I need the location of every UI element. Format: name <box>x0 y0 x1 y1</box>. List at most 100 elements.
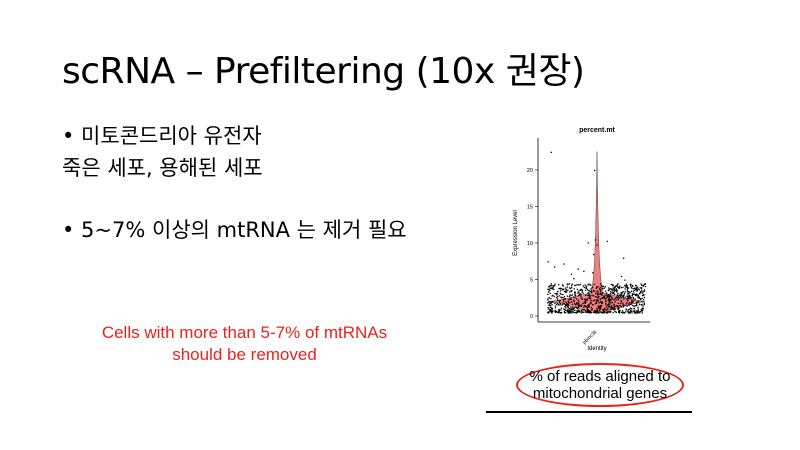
data-point <box>573 307 575 310</box>
data-point <box>615 311 617 313</box>
data-point <box>617 309 620 311</box>
data-point <box>634 310 636 312</box>
data-point <box>633 312 636 314</box>
data-point <box>615 305 617 307</box>
data-point <box>562 285 564 287</box>
data-point <box>609 295 611 298</box>
data-point <box>565 289 567 291</box>
data-point <box>611 297 613 299</box>
data-point <box>552 301 554 303</box>
data-point <box>636 293 638 295</box>
data-point <box>613 303 615 305</box>
data-point <box>608 296 610 298</box>
data-point <box>629 311 631 313</box>
data-point <box>553 295 555 298</box>
data-point <box>566 309 568 312</box>
data-point <box>600 305 602 307</box>
data-point <box>642 305 644 307</box>
data-point <box>600 293 602 296</box>
data-point <box>560 293 562 295</box>
data-point <box>600 301 602 303</box>
data-point <box>614 285 617 287</box>
data-point <box>595 299 598 302</box>
data-point <box>603 312 605 314</box>
data-point <box>617 292 619 295</box>
data-point <box>631 310 633 312</box>
data-point <box>573 278 575 280</box>
data-point <box>627 310 629 312</box>
data-point <box>628 291 630 293</box>
data-point <box>563 296 565 298</box>
data-point <box>566 286 568 288</box>
data-point <box>608 298 610 300</box>
data-point <box>612 292 614 295</box>
data-point <box>574 304 577 306</box>
data-point <box>601 285 603 287</box>
data-point <box>572 308 575 311</box>
data-point <box>597 294 599 296</box>
data-point <box>585 286 587 288</box>
data-point <box>596 308 598 310</box>
data-point <box>624 284 626 287</box>
data-point <box>631 290 633 292</box>
data-point <box>587 242 589 244</box>
data-point <box>631 285 634 287</box>
data-point <box>644 285 647 288</box>
data-point <box>641 284 643 286</box>
data-point <box>617 302 619 304</box>
data-point <box>586 307 588 309</box>
data-point <box>639 312 641 314</box>
data-point <box>600 285 602 287</box>
data-point <box>616 286 619 288</box>
data-point <box>615 285 617 287</box>
data-point <box>556 311 558 313</box>
data-point <box>632 297 634 299</box>
data-point <box>608 289 610 292</box>
data-point <box>576 302 578 304</box>
data-point <box>554 266 556 268</box>
data-point <box>586 299 588 302</box>
data-point <box>636 304 638 306</box>
x-axis-label: Identity <box>587 346 606 352</box>
data-point <box>577 303 580 306</box>
data-point <box>644 283 646 285</box>
data-point <box>613 292 615 294</box>
data-point <box>577 268 579 270</box>
data-point <box>632 297 635 299</box>
data-point <box>616 284 618 286</box>
data-point <box>582 309 584 311</box>
data-point <box>590 284 592 286</box>
data-point <box>550 302 552 304</box>
data-point <box>634 287 636 289</box>
data-point <box>635 284 637 287</box>
data-point <box>582 285 584 287</box>
data-point <box>573 299 575 301</box>
data-point <box>591 286 593 289</box>
data-point <box>612 308 614 310</box>
data-point <box>584 300 586 302</box>
data-point <box>616 290 618 292</box>
data-point <box>563 312 566 314</box>
data-point <box>587 311 589 313</box>
data-point <box>622 291 624 293</box>
data-point <box>595 296 597 298</box>
data-point <box>611 308 613 310</box>
bullet-list: • 미토콘드리아 유전자 죽은 세포, 용해된 세포 • 5~7% 이상의 mt… <box>62 120 407 246</box>
data-point <box>611 305 613 307</box>
data-point <box>605 297 607 300</box>
data-point <box>571 303 574 305</box>
data-point <box>579 283 582 286</box>
data-point <box>588 294 590 296</box>
data-point <box>640 290 643 292</box>
data-point <box>568 299 570 301</box>
data-point <box>587 289 589 291</box>
data-point <box>616 289 618 291</box>
data-point <box>589 312 591 314</box>
data-point <box>615 289 617 291</box>
data-point <box>633 293 635 295</box>
data-point <box>618 287 620 289</box>
data-point <box>611 307 613 309</box>
data-point <box>549 304 551 306</box>
data-point <box>549 287 551 290</box>
data-point <box>626 295 628 297</box>
